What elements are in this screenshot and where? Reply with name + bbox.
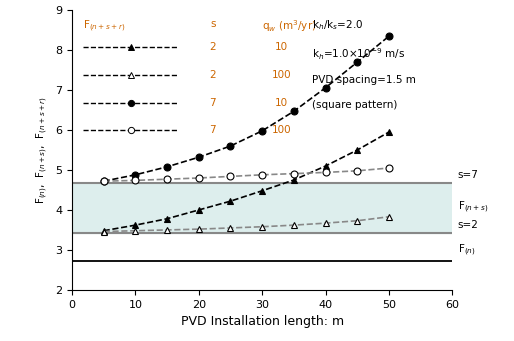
Text: s=7: s=7	[458, 170, 479, 180]
Text: 7: 7	[209, 125, 216, 135]
Text: 100: 100	[271, 125, 291, 135]
Text: k$_h$/k$_s$=2.0: k$_h$/k$_s$=2.0	[311, 19, 363, 32]
Text: s=2: s=2	[458, 220, 479, 230]
Text: F$_{(n+s)}$: F$_{(n+s)}$	[458, 200, 488, 216]
X-axis label: PVD Installation length: m: PVD Installation length: m	[180, 315, 344, 328]
Text: 2: 2	[209, 70, 216, 79]
Text: 2: 2	[209, 42, 216, 51]
Text: 100: 100	[271, 70, 291, 79]
Text: q$_w$ (m$^3$/yr): q$_w$ (m$^3$/yr)	[262, 19, 317, 34]
Text: 10: 10	[274, 98, 288, 107]
Text: F$_{(n+s+r)}$: F$_{(n+s+r)}$	[83, 19, 125, 34]
Bar	[72, 183, 452, 233]
Text: F$_{(n)}$: F$_{(n)}$	[458, 243, 475, 258]
Text: s: s	[210, 19, 215, 29]
Text: PVD spacing=1.5 m: PVD spacing=1.5 m	[311, 75, 415, 85]
Y-axis label: F$_{(n)}$,  F$_{(n+s)}$,  F$_{(n+s+r)}$: F$_{(n)}$, F$_{(n+s)}$, F$_{(n+s+r)}$	[34, 96, 49, 204]
Text: k$_h$=1.0×10$^{-9}$ m/s: k$_h$=1.0×10$^{-9}$ m/s	[311, 47, 405, 62]
Text: (square pattern): (square pattern)	[311, 100, 397, 110]
Text: 10: 10	[274, 42, 288, 51]
Text: 7: 7	[209, 98, 216, 107]
